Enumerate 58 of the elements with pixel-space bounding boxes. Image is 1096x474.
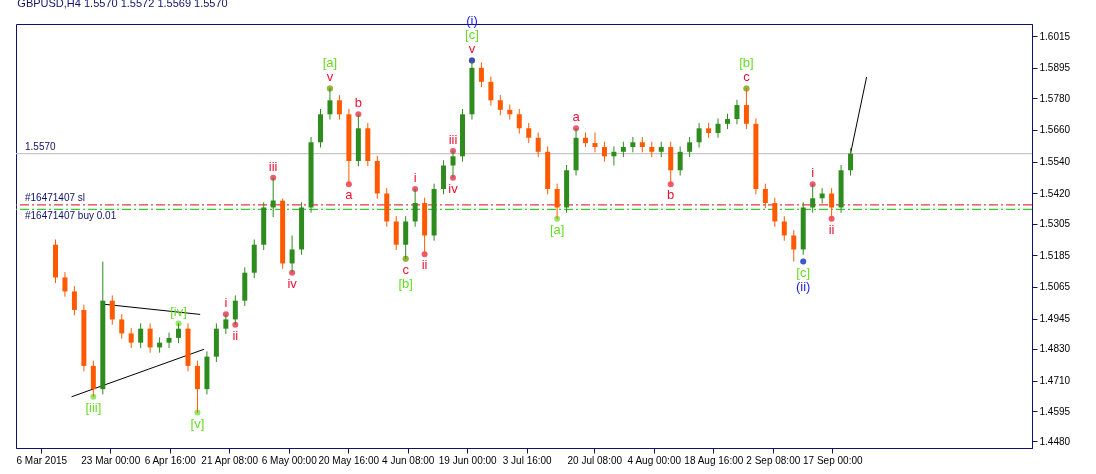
data-label: [a] <box>322 55 338 71</box>
data-label: [c] <box>796 264 811 280</box>
x-tick-label: 17 Sep 00:00 <box>803 454 863 466</box>
data-label: c <box>402 261 410 277</box>
ref-line-label: 1.5570 <box>25 140 57 152</box>
y-tick-label: 1.4945 <box>1039 313 1071 325</box>
x-tick-label: 4 Aug 00:00 <box>627 454 682 466</box>
y-tick-label: 1.4710 <box>1039 375 1071 387</box>
data-label: [a] <box>549 221 565 237</box>
data-label: a <box>572 109 581 125</box>
y-tick-label: 1.6015 <box>1039 30 1071 42</box>
data-label: [iii] <box>85 399 102 415</box>
data-label: iii <box>268 158 278 174</box>
x-tick-label: 6 May 00:00 <box>261 454 318 466</box>
data-label: i <box>224 295 228 311</box>
x-tick-label: 6 Mar 2015 <box>16 454 68 466</box>
x-tick-label: 6 Apr 16:00 <box>144 454 197 466</box>
y-tick-label: 1.4480 <box>1039 435 1071 447</box>
x-tick-label: 2 Sep 08:00 <box>746 454 801 466</box>
x-tick-label: 20 May 16:00 <box>318 454 380 466</box>
y-tick-label: 1.5305 <box>1039 218 1071 230</box>
data-label: [b] <box>739 55 754 71</box>
data-label: iii <box>448 131 458 147</box>
y-tick-label: 1.4830 <box>1039 343 1071 355</box>
x-tick-label: 23 Mar 00:00 <box>81 454 141 466</box>
data-label: b <box>667 187 675 203</box>
y-tick-label: 1.5895 <box>1039 62 1071 74</box>
x-tick-label: 4 Jun 08:00 <box>382 454 435 466</box>
data-label: [b] <box>398 275 413 291</box>
x-tick-label: 19 Jun 00:00 <box>438 454 498 466</box>
y-tick-label: 1.5420 <box>1039 187 1071 199</box>
ref-line-label: #16471407 sl <box>25 191 86 203</box>
x-tick-label: 20 Jul 08:00 <box>567 454 623 466</box>
data-label: ii <box>828 221 835 237</box>
data-label: b <box>354 95 362 111</box>
data-label: v <box>326 69 334 85</box>
y-tick-label: 1.5780 <box>1039 92 1071 104</box>
y-tick-label: 1.5065 <box>1039 281 1071 293</box>
x-tick-label: 3 Jul 16:00 <box>502 454 553 466</box>
data-label: v <box>468 41 476 57</box>
chart-title: GBPUSD,H4 1.5570 1.5572 1.5569 1.5570 <box>17 0 228 10</box>
y-tick-label: 1.5185 <box>1039 249 1071 261</box>
data-label: iv <box>448 180 459 196</box>
data-label: iv <box>287 275 298 291</box>
data-label: ii <box>421 257 428 273</box>
y-tick-label: 1.5660 <box>1039 124 1071 136</box>
y-tick-label: 1.4595 <box>1039 405 1071 417</box>
y-tick-label: 1.5540 <box>1039 156 1071 168</box>
x-tick-label: 18 Aug 16:00 <box>684 454 744 466</box>
data-label: a <box>345 187 354 203</box>
data-label: [c] <box>465 27 479 43</box>
data-label: i <box>413 170 417 186</box>
x-tick-label: 21 Apr 08:00 <box>201 454 259 466</box>
data-label: ii <box>232 327 239 343</box>
data-label: i <box>811 165 815 181</box>
data-label: c <box>743 69 751 85</box>
data-label: [v] <box>190 415 205 431</box>
ref-line-label: #16471407 buy 0.01 <box>25 210 117 222</box>
